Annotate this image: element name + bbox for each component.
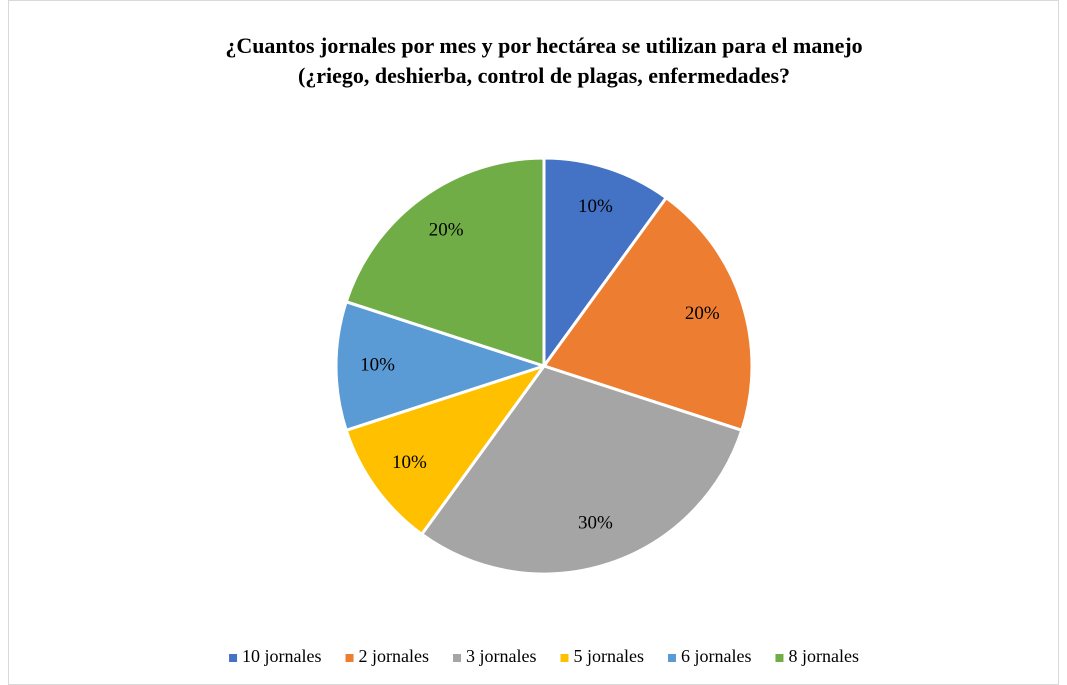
data-label: 10% (360, 354, 395, 375)
legend-marker (345, 654, 354, 662)
pie-slice (344, 156, 546, 369)
data-label: 10% (392, 452, 427, 473)
legend-label: 10 jornales (242, 646, 321, 666)
legend-marker (229, 654, 238, 662)
data-label: 20% (685, 303, 720, 324)
legend-marker (453, 654, 462, 662)
legend-marker (560, 654, 569, 662)
legend-label: 3 jornales (466, 646, 536, 666)
pie-slice (419, 364, 744, 576)
legend-marker (667, 654, 676, 662)
data-label: 30% (578, 513, 613, 534)
data-label: 10% (578, 196, 613, 217)
legend-marker (775, 654, 784, 662)
pie-slice (344, 363, 548, 537)
legend-label: 6 jornales (681, 646, 751, 666)
legend-label: 8 jornales (788, 646, 858, 666)
data-label: 20% (429, 220, 464, 241)
pie-slice (541, 195, 754, 433)
chart-title: ¿Cuantos jornales por mes y por hectárea… (225, 33, 862, 58)
legend-label: 2 jornales (359, 646, 429, 666)
chart-title: (¿riego, deshierba, control de plagas, e… (298, 63, 790, 88)
pie-slice (542, 156, 669, 371)
legend-label: 5 jornales (574, 646, 644, 666)
pie-slice (334, 299, 549, 433)
